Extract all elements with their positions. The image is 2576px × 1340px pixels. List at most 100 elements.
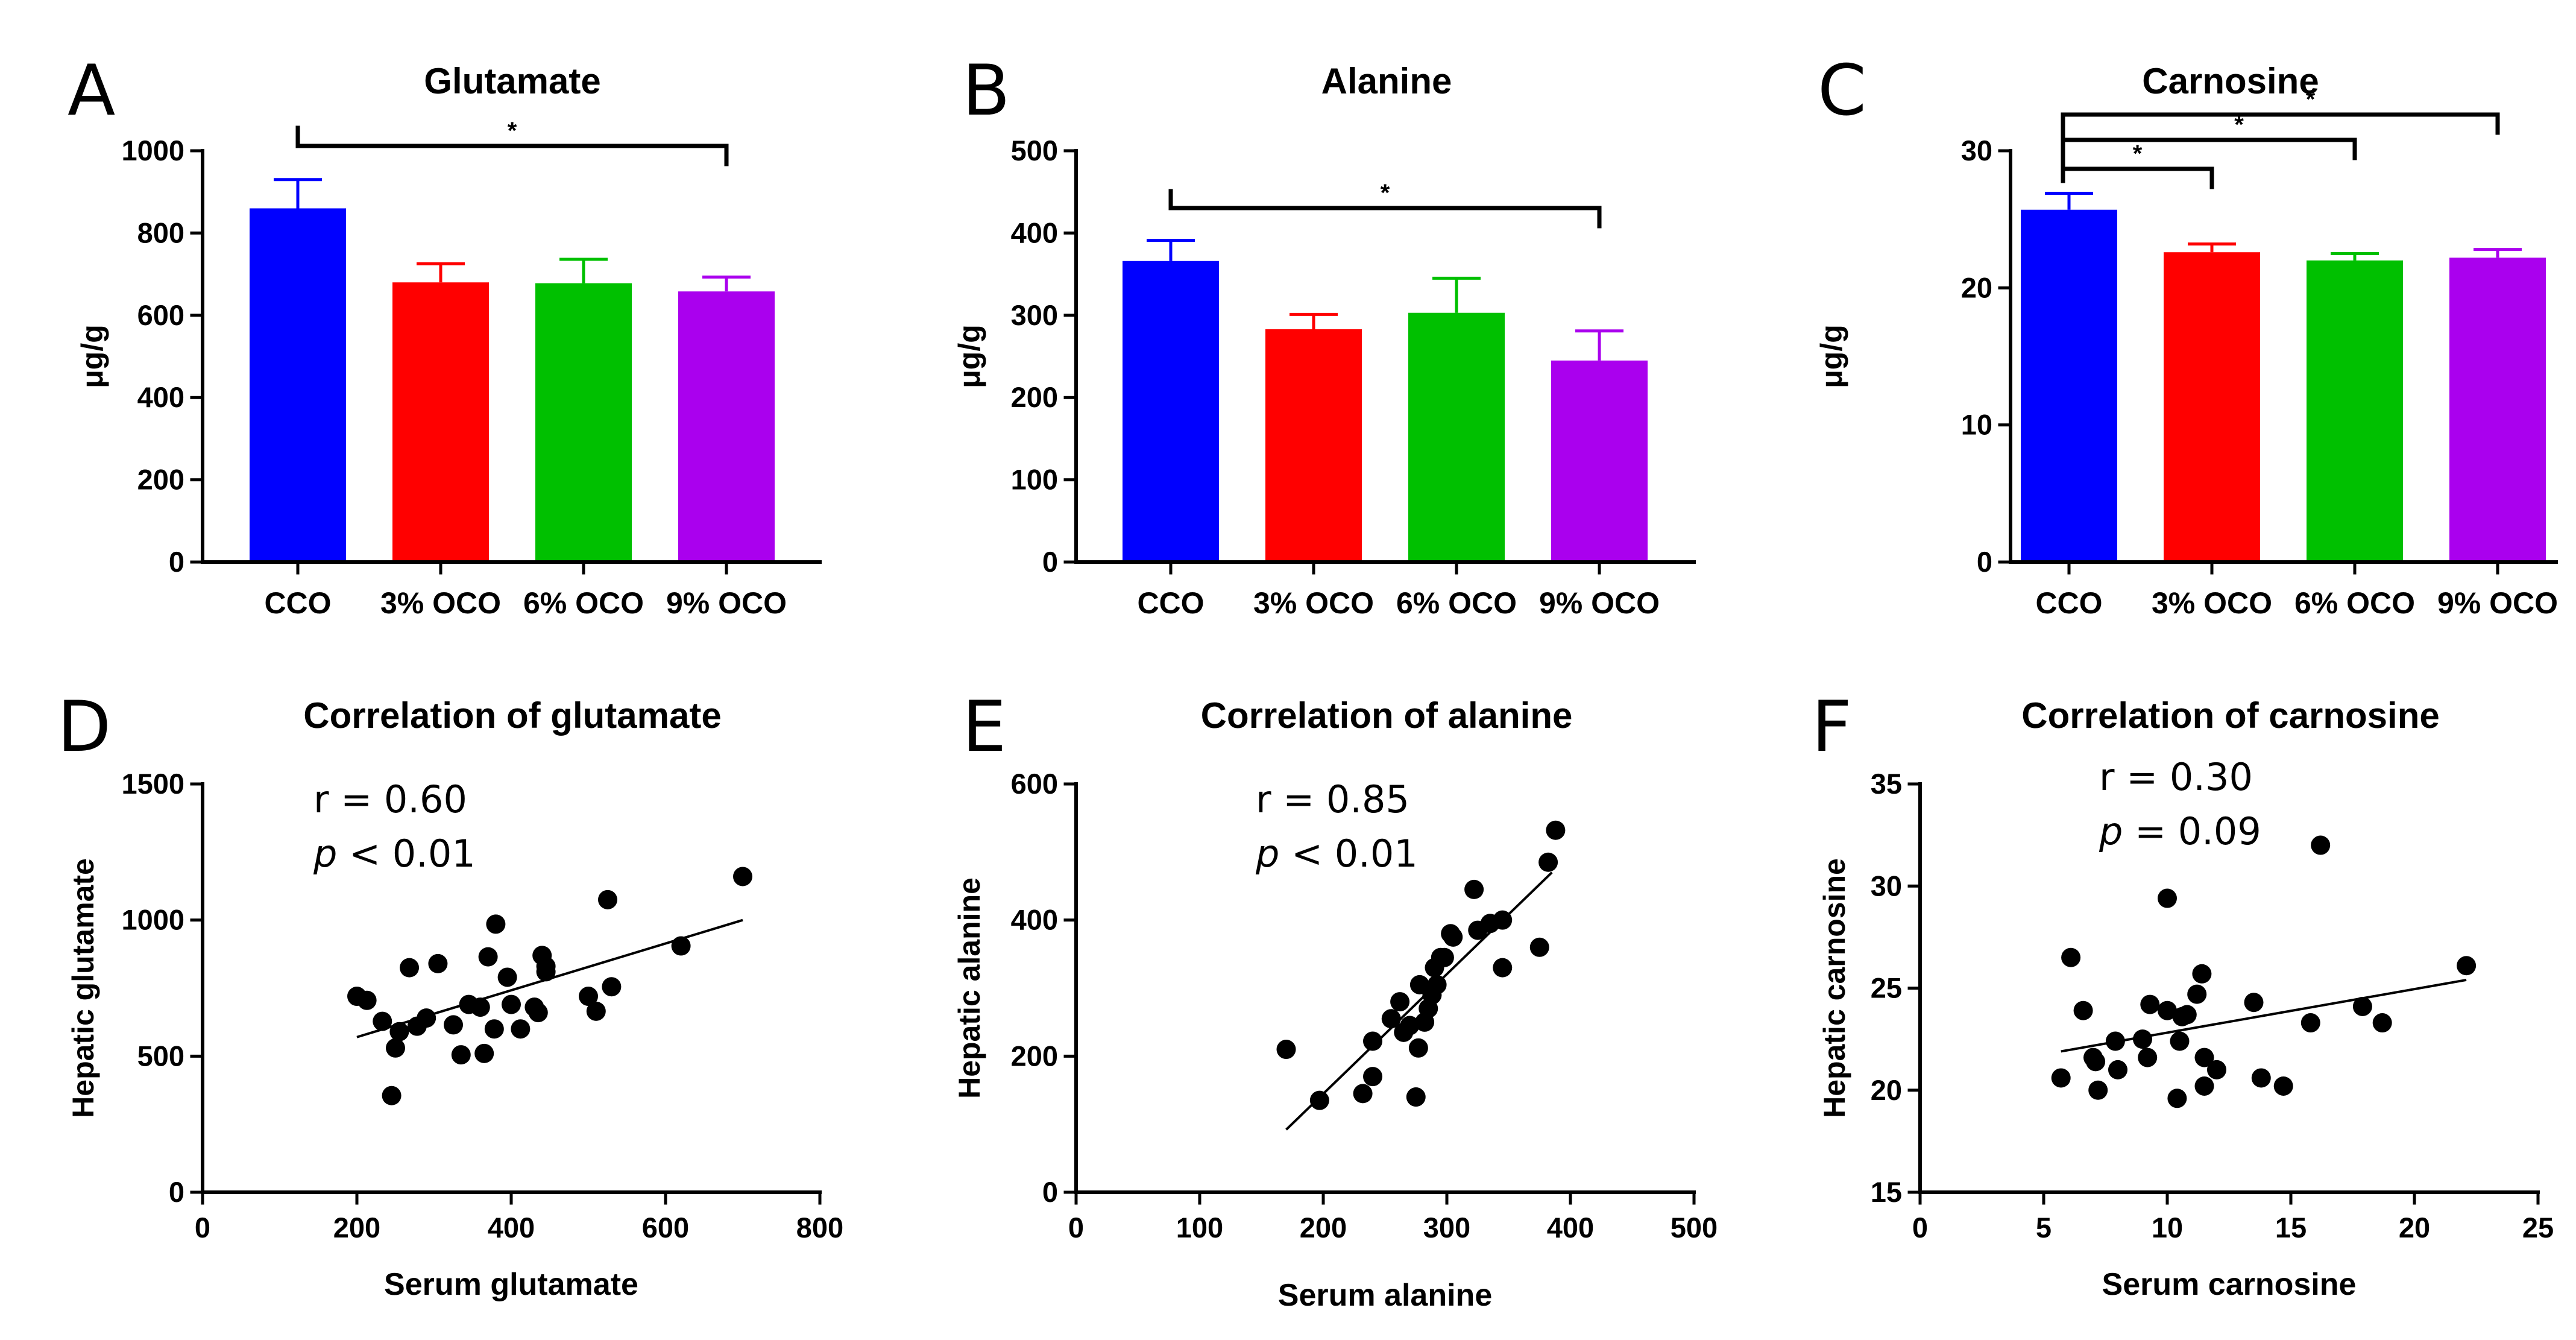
data-point xyxy=(478,947,498,967)
data-point xyxy=(1353,1084,1373,1104)
chart-title: Correlation of glutamate xyxy=(303,695,721,736)
y-tick-label: 400 xyxy=(1011,216,1058,248)
data-point xyxy=(2311,835,2331,855)
bar xyxy=(1551,360,1648,562)
x-tick-label: 15 xyxy=(2275,1212,2307,1244)
significance-star: * xyxy=(2234,112,2244,138)
y-tick-label: 100 xyxy=(1011,464,1058,496)
y-tick-label: 30 xyxy=(1961,134,1992,166)
data-point xyxy=(470,997,490,1017)
category-label: 6% OCO xyxy=(523,586,644,620)
p-symbol: p xyxy=(2099,809,2123,853)
data-point xyxy=(528,1003,548,1023)
y-tick-label: 200 xyxy=(137,464,184,496)
data-point xyxy=(1408,1038,1428,1058)
category-label: 6% OCO xyxy=(2294,586,2415,620)
data-point xyxy=(2140,994,2160,1014)
data-point xyxy=(2051,1068,2071,1088)
data-point xyxy=(451,1045,471,1065)
correlation-p: p < 0.01 xyxy=(1255,832,1418,876)
data-point xyxy=(2133,1029,2152,1049)
bar-panel-b: B Alanine μg/g CCO 3% OCO 6% OCO 9% OCO 0 100 200… xyxy=(953,50,1696,620)
chart-title: Correlation of alanine xyxy=(1201,695,1573,736)
p-value: < 0.01 xyxy=(337,832,475,876)
x-tick-label: 20 xyxy=(2399,1212,2430,1244)
x-tick-label: 400 xyxy=(1547,1212,1594,1244)
data-point xyxy=(484,1019,504,1039)
data-point xyxy=(1546,820,1566,840)
significance-star: * xyxy=(2133,141,2143,167)
significance-star: * xyxy=(1381,180,1390,206)
bar xyxy=(250,208,346,563)
correlation-r: r = 0.30 xyxy=(2099,755,2253,799)
data-point xyxy=(1493,910,1513,930)
x-tick-label: 10 xyxy=(2152,1212,2183,1244)
correlation-p: p = 0.09 xyxy=(2099,809,2261,853)
chart-title: Alanine xyxy=(1321,61,1452,101)
data-point xyxy=(2194,1048,2214,1067)
data-point xyxy=(1406,1087,1426,1107)
data-point xyxy=(2177,1005,2197,1025)
x-tick-label: 0 xyxy=(1068,1212,1084,1244)
y-tick-label: 500 xyxy=(137,1040,184,1072)
x-tick-label: 5 xyxy=(2036,1212,2052,1244)
data-point xyxy=(579,987,598,1007)
data-point xyxy=(1400,1016,1420,1035)
data-point xyxy=(2170,1031,2190,1051)
panel-letter: B xyxy=(962,50,1010,131)
bar xyxy=(678,291,775,562)
data-point xyxy=(1538,852,1558,872)
y-tick-label: 35 xyxy=(1871,768,1902,800)
bar xyxy=(1408,312,1505,562)
bar xyxy=(2164,252,2260,562)
correlation-r: r = 0.60 xyxy=(313,777,467,821)
y-tick-label: 1000 xyxy=(121,904,184,936)
y-tick-label: 25 xyxy=(1871,972,1902,1004)
x-tick-label: 400 xyxy=(488,1212,535,1244)
data-point xyxy=(2138,1048,2158,1067)
p-symbol: p xyxy=(1255,832,1279,876)
y-tick-label: 0 xyxy=(1977,546,1992,578)
y-tick-label: 0 xyxy=(169,1176,184,1208)
data-point xyxy=(586,1001,606,1021)
y-tick-label: 800 xyxy=(137,216,184,248)
chart-title: Correlation of carnosine xyxy=(2021,695,2439,736)
x-axis-label: Serum glutamate xyxy=(384,1267,638,1302)
chart-title: Glutamate xyxy=(424,61,600,101)
data-point xyxy=(1529,937,1549,957)
correlation-r: r = 0.85 xyxy=(1256,777,1409,821)
data-point xyxy=(1309,1090,1329,1110)
data-point xyxy=(2300,1013,2320,1033)
bar xyxy=(1265,329,1362,562)
x-tick-label: 25 xyxy=(2522,1212,2554,1244)
category-label: 9% OCO xyxy=(1539,586,1660,620)
data-point xyxy=(2352,996,2372,1016)
y-tick-label: 600 xyxy=(1011,768,1058,800)
data-point xyxy=(1434,947,1454,967)
x-tick-label: 800 xyxy=(796,1212,843,1244)
data-point xyxy=(400,958,420,978)
data-point xyxy=(382,1086,402,1105)
bar xyxy=(535,283,632,562)
y-axis-label: Hepatic alanine xyxy=(953,877,986,1099)
x-tick-label: 200 xyxy=(1300,1212,1347,1244)
y-tick-label: 200 xyxy=(1011,381,1058,413)
panel-letter: F xyxy=(1812,686,1852,768)
y-axis-label: μg/g xyxy=(1815,324,1848,388)
y-tick-label: 600 xyxy=(137,299,184,331)
category-label: CCO xyxy=(1137,586,1204,620)
x-tick-label: 0 xyxy=(195,1212,210,1244)
data-point xyxy=(357,990,377,1010)
correlation-p: p < 0.01 xyxy=(313,832,476,876)
data-point xyxy=(2061,947,2081,967)
category-label: 6% OCO xyxy=(1396,586,1517,620)
data-point xyxy=(2187,984,2207,1004)
y-tick-label: 20 xyxy=(1871,1074,1902,1106)
scatter-panel-f: F Correlation of carnosine Hepatic carnosi… xyxy=(1812,686,2554,1302)
data-point xyxy=(2207,1060,2226,1079)
scatter-panel-e: E Correlation of alanine Hepatic alanine Se… xyxy=(953,686,1718,1313)
panel-letter: A xyxy=(68,50,115,131)
data-point xyxy=(486,914,506,934)
y-tick-label: 300 xyxy=(1011,299,1058,331)
y-tick-label: 400 xyxy=(137,381,184,413)
